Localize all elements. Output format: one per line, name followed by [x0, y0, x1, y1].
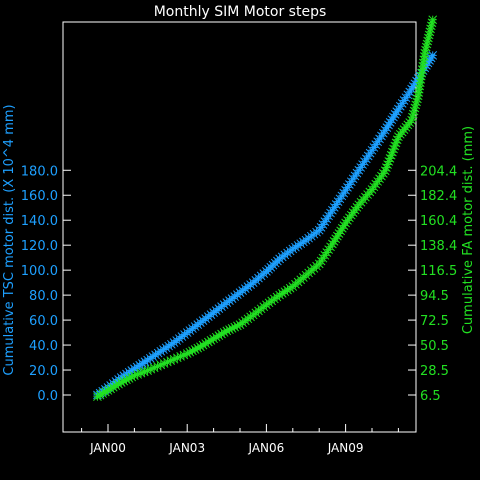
y-left-label: Cumulative TSC motor dist. (X 10^4 mm) — [2, 104, 17, 375]
y-right-tick-label: 6.5 — [420, 389, 441, 404]
data-point — [182, 349, 192, 358]
y-right-tick-label: 116.5 — [420, 264, 457, 279]
data-point — [164, 341, 174, 351]
data-point — [149, 363, 159, 373]
y-left-tick-label: 100.0 — [21, 264, 58, 279]
data-point — [166, 356, 176, 366]
y-left-tick-label: 120.0 — [21, 239, 58, 254]
y-right-tick-label: 94.5 — [420, 289, 449, 304]
data-point — [428, 51, 438, 60]
y-right-tick-label: 50.5 — [420, 339, 449, 354]
data-point — [328, 205, 337, 215]
y-right-ticks: 6.5 28.5 50.5 72.5 94.5 116.5 138.4 160.4 182.4 2… — [408, 164, 457, 404]
x-tick-label: JAN09 — [327, 441, 364, 455]
y-left-tick-label: 20.0 — [29, 364, 58, 379]
series-tsc — [93, 51, 438, 400]
series-fa — [93, 15, 438, 402]
x-ticks: JAN00 JAN03 JAN06 JAN09 — [81, 424, 399, 455]
y-right-tick-label: 182.4 — [420, 189, 457, 204]
y-right-tick-label: 160.4 — [420, 214, 457, 229]
series-layer — [93, 15, 438, 402]
data-point — [428, 15, 438, 25]
y-left-tick-label: 60.0 — [29, 314, 58, 329]
y-left-tick-label: 180.0 — [21, 164, 58, 179]
y-left-tick-label: 40.0 — [29, 339, 58, 354]
x-tick-label: JAN06 — [248, 441, 285, 455]
y-left-tick-label: 80.0 — [29, 289, 58, 304]
y-right-tick-label: 204.4 — [420, 164, 457, 179]
y-left-tick-label: 160.0 — [21, 189, 58, 204]
x-tick-label: JAN03 — [168, 441, 205, 455]
y-left-tick-label: 140.0 — [21, 214, 58, 229]
y-right-tick-label: 138.4 — [420, 239, 457, 254]
data-point — [352, 203, 362, 212]
x-tick-label: JAN00 — [89, 441, 126, 455]
data-point — [352, 168, 362, 178]
chart-title: Monthly SIM Motor steps — [154, 4, 327, 20]
y-left-ticks: 0.0 20.0 40.0 60.0 80.0 100.0 120.0 140.0 160.0 1… — [21, 164, 71, 404]
y-right-tick-label: 72.5 — [420, 314, 449, 329]
y-right-label: Cumulative FA motor dist. (mm) — [461, 126, 476, 334]
y-left-tick-label: 0.0 — [37, 389, 58, 404]
data-point — [246, 312, 255, 322]
y-right-tick-label: 28.5 — [420, 364, 449, 379]
